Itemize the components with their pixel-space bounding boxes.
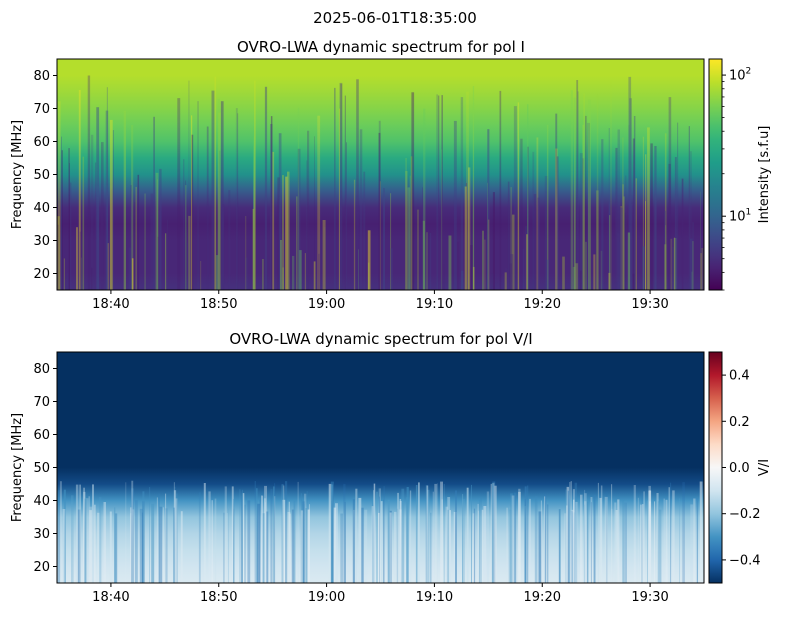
x-tick-label: 18:50 bbox=[200, 590, 237, 605]
x-tick-label: 19:20 bbox=[524, 590, 561, 605]
x-tick-label: 19:30 bbox=[631, 297, 668, 312]
colorbar-label-pol-i: Intensity [s.f.u] bbox=[757, 126, 772, 224]
x-axis-pol-v-over-i: 18:40 18:50 19:00 19:10 19:20 19:30 bbox=[92, 583, 669, 605]
y-tick-label: 40 bbox=[33, 494, 50, 509]
x-tick-label: 19:10 bbox=[416, 590, 453, 605]
heatmap-image bbox=[57, 352, 704, 583]
x-tick-label: 19:00 bbox=[308, 590, 345, 605]
y-axis-label-pol-i: Frequency [MHz] bbox=[10, 120, 25, 229]
panel-title-pol-i: OVRO-LWA dynamic spectrum for pol I bbox=[237, 38, 525, 56]
heatmap-image bbox=[57, 59, 704, 290]
y-tick-label: 70 bbox=[33, 102, 50, 117]
colorbar-tick-label: 0.4 bbox=[729, 369, 750, 384]
y-tick-label: 80 bbox=[33, 362, 50, 377]
y-tick-label: 20 bbox=[33, 560, 50, 575]
x-axis-pol-i: 18:40 18:50 19:00 19:10 19:20 19:30 bbox=[92, 290, 669, 312]
heatmap-pol-i bbox=[57, 59, 704, 291]
y-axis-label-pol-v-over-i: Frequency [MHz] bbox=[10, 413, 25, 522]
y-axis-pol-v-over-i: 20 30 40 50 60 70 80 bbox=[33, 362, 57, 575]
colorbar-tick-label: −0.2 bbox=[729, 507, 761, 522]
panel-title-pol-v-over-i: OVRO-LWA dynamic spectrum for pol V/I bbox=[229, 330, 532, 348]
colorbar-tick-label: 0.0 bbox=[729, 461, 750, 476]
y-tick-label: 50 bbox=[33, 168, 50, 183]
x-tick-label: 19:20 bbox=[524, 297, 561, 312]
y-tick-label: 60 bbox=[33, 135, 50, 150]
heatmap-texture bbox=[57, 75, 704, 291]
y-tick-label: 80 bbox=[33, 69, 50, 84]
x-tick-label: 18:50 bbox=[200, 297, 237, 312]
colorbar-tick-label: 101 bbox=[729, 208, 751, 225]
y-tick-label: 70 bbox=[33, 395, 50, 410]
y-tick-label: 40 bbox=[33, 201, 50, 216]
y-axis-pol-i: 20 30 40 50 60 70 80 bbox=[33, 69, 57, 282]
colorbar-gradient bbox=[708, 351, 723, 584]
panel-pol-v-over-i: OVRO-LWA dynamic spectrum for pol V/I 18… bbox=[10, 330, 772, 605]
colorbar-tick-label: −0.4 bbox=[729, 553, 761, 568]
panel-pol-i: OVRO-LWA dynamic spectrum for pol I 18:4… bbox=[10, 38, 772, 312]
y-tick-label: 50 bbox=[33, 461, 50, 476]
x-tick-label: 19:00 bbox=[308, 297, 345, 312]
colorbar-pol-v-over-i: −0.4 −0.2 0.0 0.2 0.4 bbox=[708, 351, 761, 584]
heatmap-pol-v-over-i bbox=[57, 352, 704, 583]
x-tick-label: 18:40 bbox=[92, 590, 129, 605]
colorbar-label-pol-v-over-i: V/I bbox=[757, 459, 772, 476]
y-tick-label: 20 bbox=[33, 267, 50, 282]
y-tick-label: 30 bbox=[33, 234, 50, 249]
x-tick-label: 18:40 bbox=[92, 297, 129, 312]
y-tick-label: 60 bbox=[33, 428, 50, 443]
y-tick-label: 30 bbox=[33, 527, 50, 542]
colorbar-tick-label: 0.2 bbox=[729, 415, 750, 430]
figure-suptitle: 2025-06-01T18:35:00 bbox=[313, 9, 477, 27]
heatmap-texture bbox=[57, 480, 703, 583]
colorbar-gradient bbox=[708, 58, 723, 291]
x-tick-label: 19:10 bbox=[416, 297, 453, 312]
x-tick-label: 19:30 bbox=[631, 590, 668, 605]
colorbar-tick-label: 102 bbox=[729, 67, 751, 84]
colorbar-pol-i: 101 102 bbox=[708, 58, 751, 291]
